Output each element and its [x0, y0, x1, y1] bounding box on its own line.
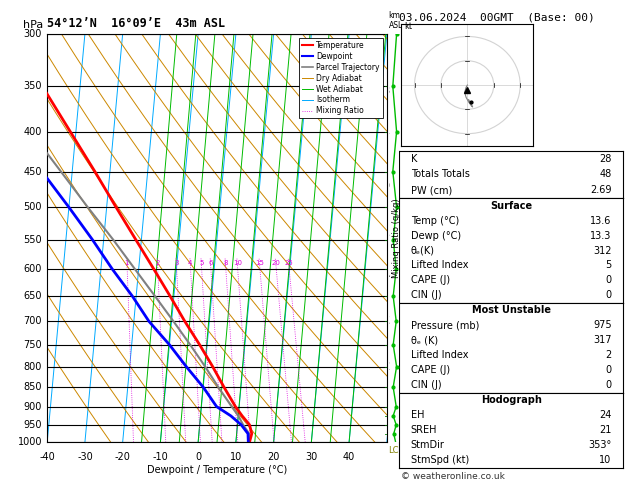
Text: θₑ(K): θₑ(K): [411, 245, 435, 256]
Text: 3: 3: [389, 316, 394, 326]
Text: Lifted Index: Lifted Index: [411, 260, 468, 271]
Text: -20: -20: [114, 452, 131, 463]
Text: 4: 4: [188, 260, 192, 266]
Text: 850: 850: [23, 382, 42, 392]
Text: 21: 21: [599, 425, 611, 435]
Text: 13.6: 13.6: [590, 216, 611, 226]
Text: 0: 0: [606, 276, 611, 285]
Text: 8: 8: [389, 86, 394, 96]
Text: hPa: hPa: [23, 20, 43, 30]
Text: 20: 20: [267, 452, 280, 463]
Text: 1000: 1000: [18, 437, 42, 447]
Text: 28: 28: [599, 154, 611, 164]
Text: 6: 6: [208, 260, 213, 266]
Text: © weatheronline.co.uk: © weatheronline.co.uk: [401, 472, 504, 481]
Text: 20: 20: [271, 260, 280, 266]
Text: PW (cm): PW (cm): [411, 185, 452, 195]
Text: Hodograph: Hodograph: [481, 395, 542, 405]
Text: CAPE (J): CAPE (J): [411, 276, 450, 285]
Text: 1: 1: [389, 420, 394, 430]
Text: 650: 650: [23, 291, 42, 301]
Legend: Temperature, Dewpoint, Parcel Trajectory, Dry Adiabat, Wet Adiabat, Isotherm, Mi: Temperature, Dewpoint, Parcel Trajectory…: [299, 38, 383, 119]
Text: -30: -30: [77, 452, 93, 463]
Text: 03.06.2024  00GMT  (Base: 00): 03.06.2024 00GMT (Base: 00): [399, 12, 595, 22]
Text: 550: 550: [23, 235, 42, 244]
Text: 0: 0: [606, 365, 611, 375]
Text: Totals Totals: Totals Totals: [411, 170, 469, 179]
Text: 10: 10: [599, 455, 611, 466]
Text: StmSpd (kt): StmSpd (kt): [411, 455, 469, 466]
Text: 10: 10: [230, 452, 242, 463]
Text: 1: 1: [125, 260, 129, 266]
Text: Most Unstable: Most Unstable: [472, 305, 550, 315]
Text: 600: 600: [24, 264, 42, 274]
Text: 40: 40: [343, 452, 355, 463]
Text: Surface: Surface: [490, 201, 532, 211]
Text: kt: kt: [404, 22, 412, 31]
X-axis label: Dewpoint / Temperature (°C): Dewpoint / Temperature (°C): [147, 465, 287, 475]
Text: 2: 2: [389, 362, 395, 372]
Text: StmDir: StmDir: [411, 440, 445, 451]
Text: Dewp (°C): Dewp (°C): [411, 230, 460, 241]
Text: 0: 0: [195, 452, 201, 463]
Text: 10: 10: [233, 260, 242, 266]
Text: 48: 48: [599, 170, 611, 179]
Text: 2: 2: [605, 350, 611, 360]
Text: 900: 900: [24, 401, 42, 412]
Text: 30: 30: [305, 452, 318, 463]
Text: 950: 950: [23, 420, 42, 430]
Text: 5: 5: [199, 260, 203, 266]
Text: 7: 7: [389, 133, 395, 143]
Text: Mixing Ratio (g/kg): Mixing Ratio (g/kg): [392, 198, 401, 278]
Text: Lifted Index: Lifted Index: [411, 350, 468, 360]
Text: 975: 975: [593, 320, 611, 330]
Text: EH: EH: [411, 410, 424, 420]
Text: 400: 400: [24, 126, 42, 137]
Text: -10: -10: [152, 452, 169, 463]
Text: 15: 15: [255, 260, 264, 266]
Text: CIN (J): CIN (J): [411, 380, 441, 390]
Text: 3: 3: [174, 260, 179, 266]
Text: 450: 450: [23, 167, 42, 176]
Text: 5: 5: [605, 260, 611, 271]
Text: 0: 0: [606, 380, 611, 390]
Text: LCL: LCL: [389, 446, 404, 455]
Text: -40: -40: [39, 452, 55, 463]
Text: 312: 312: [593, 245, 611, 256]
Text: K: K: [411, 154, 417, 164]
Text: 25: 25: [284, 260, 293, 266]
Text: 13.3: 13.3: [590, 230, 611, 241]
Text: 0: 0: [606, 290, 611, 300]
Text: 5: 5: [389, 228, 395, 238]
Text: Temp (°C): Temp (°C): [411, 216, 459, 226]
Text: km
ASL: km ASL: [389, 11, 403, 30]
Text: CAPE (J): CAPE (J): [411, 365, 450, 375]
Text: 317: 317: [593, 335, 611, 345]
Text: 24: 24: [599, 410, 611, 420]
Text: θₑ (K): θₑ (K): [411, 335, 438, 345]
Text: 2: 2: [155, 260, 160, 266]
Text: 54°12’N  16°09’E  43m ASL: 54°12’N 16°09’E 43m ASL: [47, 17, 225, 30]
Text: SREH: SREH: [411, 425, 437, 435]
Text: 800: 800: [24, 362, 42, 372]
Text: 4: 4: [389, 271, 394, 281]
Text: 700: 700: [23, 316, 42, 326]
Text: 8: 8: [223, 260, 228, 266]
Text: Pressure (mb): Pressure (mb): [411, 320, 479, 330]
Text: 2.69: 2.69: [590, 185, 611, 195]
Text: 750: 750: [23, 340, 42, 350]
Text: 353°: 353°: [588, 440, 611, 451]
Text: CIN (J): CIN (J): [411, 290, 441, 300]
Text: 6: 6: [389, 181, 394, 191]
Text: 500: 500: [23, 202, 42, 212]
Text: 300: 300: [24, 29, 42, 39]
Text: 350: 350: [23, 81, 42, 91]
